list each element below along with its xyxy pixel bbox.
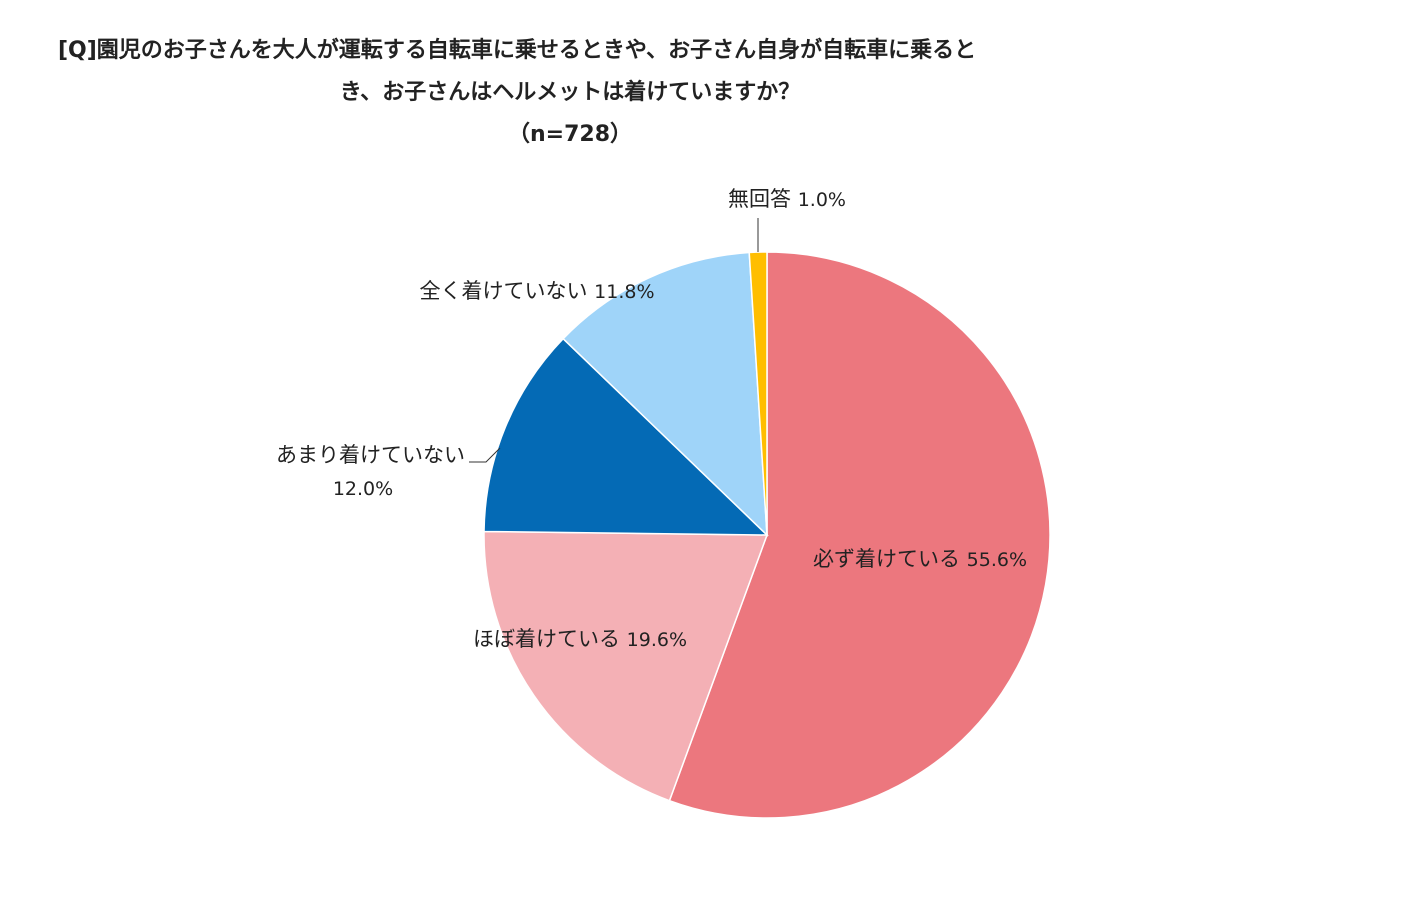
pie-slice-rarely [483,337,769,536]
pie-slice-never [562,251,768,537]
pie-slice-mostly [483,530,769,802]
chart-title: [Q]園児のお子さんを大人が運転する自転車に乗せるときや、お子さん自身が自転車に… [20,30,1120,156]
slice-label-mostly: ほぼ着けている 19.6% [473,627,687,651]
pie-slice-always [668,251,1051,819]
chart-subtitle: （n=728） [507,122,633,147]
leader-lines [469,218,759,463]
chart-title-line-1: [Q]園児のお子さんを大人が運転する自転車に乗せるときや、お子さん自身が自転車に… [58,38,977,63]
slice-label-always: 必ず着けている 55.6% [813,547,1027,571]
chart-title-line-2: き、お子さんはヘルメットは着けていますか？ [339,80,801,105]
slice-label-no-answer: 無回答 1.0% [728,187,846,211]
slice-label-never: 全く着けていない 11.8% [419,279,654,303]
pie-slices [483,251,1051,819]
leader-line-rarely [469,447,501,463]
slice-label-rarely: あまり着けていない 12.0% [276,443,465,500]
pie-slice-no-answer [748,251,768,536]
slice-labels: 必ず着けている 55.6% ほぼ着けている 19.6% あまり着けていない 12.0%… [276,187,1027,651]
